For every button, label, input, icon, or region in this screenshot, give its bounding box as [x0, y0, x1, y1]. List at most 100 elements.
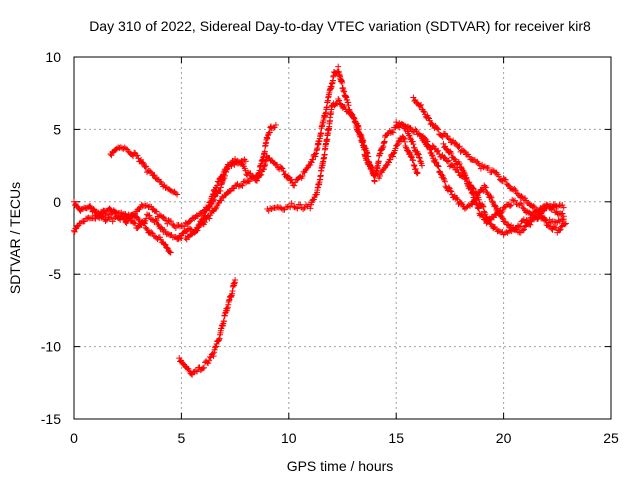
data-point [246, 178, 253, 185]
x-tick-label: 5 [178, 430, 186, 446]
data-point [367, 165, 374, 172]
data-point [273, 161, 280, 168]
data-point [292, 204, 299, 211]
data-point [153, 208, 160, 215]
x-tick-label: 25 [603, 430, 619, 446]
data-point [132, 220, 139, 227]
data-point [479, 212, 486, 219]
series-track-c [107, 144, 181, 198]
data-point [147, 168, 154, 175]
data-point [318, 130, 325, 137]
data-point [512, 197, 519, 204]
data-point [170, 189, 177, 196]
data-point [414, 169, 421, 176]
data-point [202, 212, 209, 219]
data-point [557, 226, 564, 233]
data-point [401, 138, 408, 145]
data-point [368, 164, 375, 171]
data-point [119, 145, 126, 152]
data-point [411, 163, 418, 170]
data-point [109, 218, 116, 225]
data-point [481, 208, 488, 215]
data-point [488, 194, 495, 201]
data-point [445, 135, 452, 142]
y-tick-label: -10 [41, 339, 61, 355]
data-point [195, 224, 202, 231]
series-track-m [440, 140, 567, 227]
data-point [507, 227, 514, 234]
data-point [516, 223, 523, 230]
data-point [376, 173, 383, 180]
data-point [192, 367, 199, 374]
data-point [489, 198, 496, 205]
data-point [556, 227, 563, 234]
data-point [458, 200, 465, 207]
data-point [416, 154, 423, 161]
data-point [504, 221, 511, 228]
data-point [151, 172, 158, 179]
data-point [550, 204, 557, 211]
data-point [303, 166, 310, 173]
data-point [291, 182, 298, 189]
data-point [559, 210, 566, 217]
x-tick-label: 10 [281, 430, 297, 446]
data-point [441, 178, 448, 185]
data-point [371, 178, 378, 185]
data-point [405, 132, 412, 139]
data-point [444, 158, 451, 165]
y-tick-label: 5 [53, 121, 61, 137]
data-point [561, 221, 568, 228]
data-point [514, 228, 521, 235]
data-point [499, 215, 506, 222]
data-point [416, 154, 423, 161]
data-point [401, 136, 408, 143]
data-point [455, 144, 462, 151]
data-point [518, 193, 525, 200]
data-point [461, 169, 468, 176]
series-track-h [264, 96, 421, 214]
data-point [551, 205, 558, 212]
data-point [475, 205, 482, 212]
data-point [484, 190, 491, 197]
data-point [507, 203, 514, 210]
data-point [207, 201, 214, 208]
data-point [301, 204, 308, 211]
data-point [465, 202, 472, 209]
data-point [508, 202, 515, 209]
data-point [206, 215, 213, 222]
data-point [512, 187, 519, 194]
data-point [417, 102, 424, 109]
data-point [469, 190, 476, 197]
data-point [410, 161, 417, 168]
data-point [350, 114, 357, 121]
data-point [482, 184, 489, 191]
data-point [408, 154, 415, 161]
data-point [199, 365, 206, 372]
data-point [242, 158, 249, 165]
series-track-d [88, 156, 249, 231]
plot-frame [73, 56, 612, 420]
data-point [363, 156, 370, 163]
y-tick-label: -5 [49, 266, 62, 282]
data-point [238, 160, 245, 167]
data-point [172, 224, 179, 231]
data-point [555, 203, 562, 210]
data-point [171, 188, 178, 195]
x-tick-label: 20 [496, 430, 512, 446]
data-point [294, 205, 301, 212]
data-point [467, 185, 474, 192]
data-point [126, 215, 133, 222]
data-point [219, 174, 226, 181]
data-point [424, 138, 431, 145]
data-point [88, 206, 95, 213]
data-point [103, 216, 110, 223]
data-point [350, 114, 357, 121]
data-point [468, 189, 475, 196]
data-point [474, 204, 481, 211]
data-point [414, 150, 421, 157]
data-point [394, 142, 401, 149]
data-point [309, 197, 316, 204]
data-point [349, 111, 356, 118]
data-point [428, 152, 435, 159]
data-point [81, 218, 88, 225]
